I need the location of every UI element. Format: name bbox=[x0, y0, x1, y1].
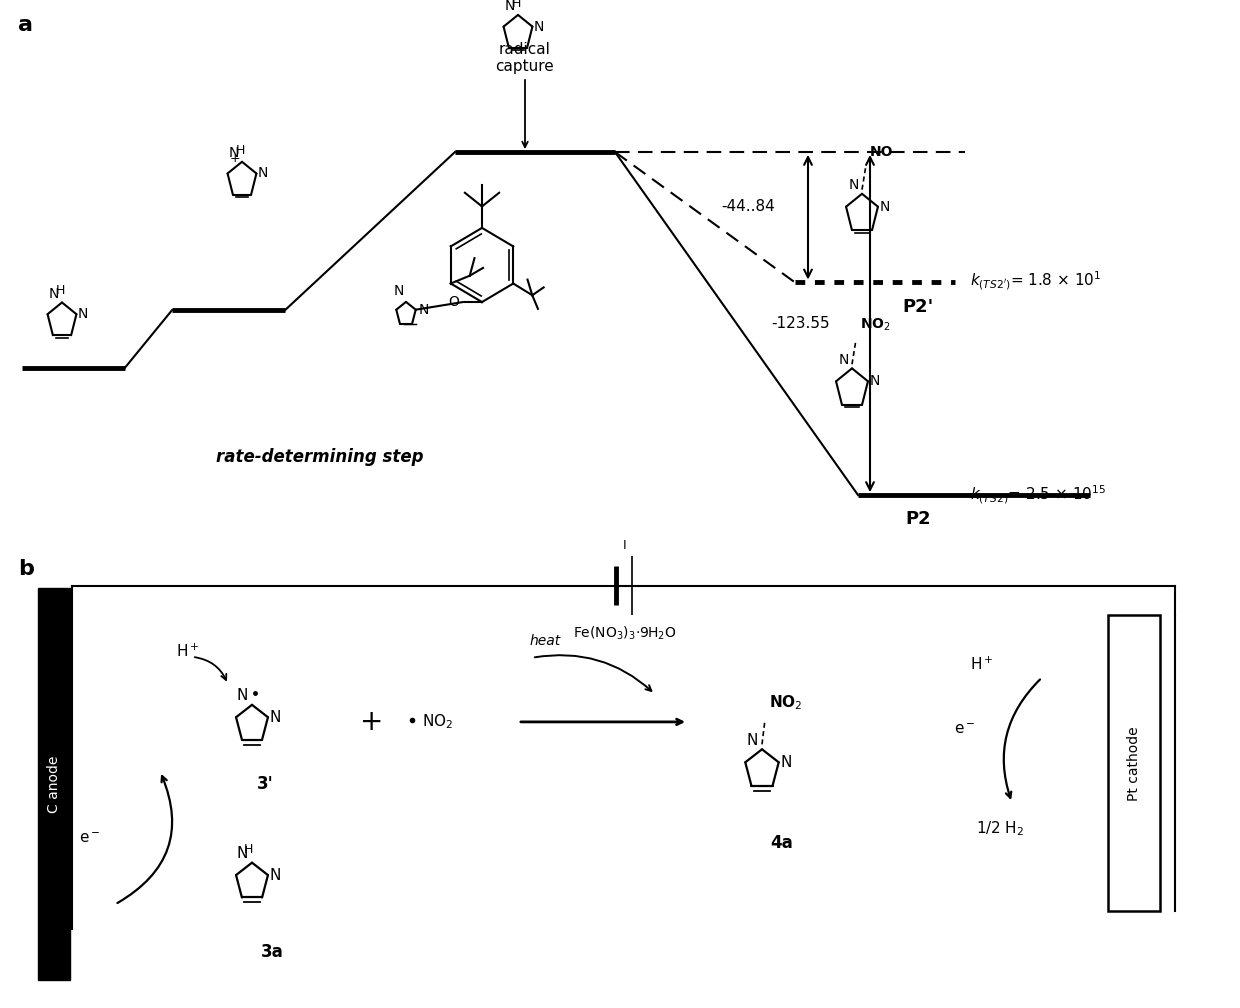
Text: +: + bbox=[229, 152, 241, 165]
Text: $k_{(TS2)}$= 2.5 × 10$^{15}$: $k_{(TS2)}$= 2.5 × 10$^{15}$ bbox=[970, 484, 1106, 506]
Text: e$^-$: e$^-$ bbox=[78, 831, 100, 846]
Text: C anode: C anode bbox=[47, 755, 61, 812]
Text: heat: heat bbox=[529, 634, 560, 648]
Text: H: H bbox=[56, 284, 64, 297]
Text: I: I bbox=[624, 539, 626, 552]
Text: N: N bbox=[48, 287, 60, 301]
Text: rate-determining step: rate-determining step bbox=[216, 448, 424, 466]
Text: -123.55: -123.55 bbox=[771, 317, 830, 331]
Text: Fe(NO$_3$)$_3$·9H$_2$O: Fe(NO$_3$)$_3$·9H$_2$O bbox=[573, 625, 677, 642]
Text: 1/2 H$_2$: 1/2 H$_2$ bbox=[976, 820, 1024, 838]
Text: H: H bbox=[511, 0, 521, 10]
Text: NO: NO bbox=[870, 145, 894, 159]
Text: N: N bbox=[746, 733, 758, 748]
Text: 3a: 3a bbox=[260, 942, 284, 961]
Text: NO$_2$: NO$_2$ bbox=[422, 713, 454, 731]
Text: N: N bbox=[228, 146, 239, 160]
Text: N: N bbox=[258, 166, 268, 180]
Text: N: N bbox=[237, 688, 248, 704]
Text: H$^+$: H$^+$ bbox=[970, 656, 993, 673]
Text: N: N bbox=[269, 868, 281, 883]
Text: NO$_2$: NO$_2$ bbox=[861, 318, 890, 334]
Text: N: N bbox=[869, 374, 880, 388]
Text: N: N bbox=[237, 846, 248, 861]
Text: 3': 3' bbox=[257, 775, 273, 793]
Text: N: N bbox=[419, 302, 429, 317]
Bar bbox=[1109, 615, 1159, 911]
Text: N: N bbox=[848, 178, 859, 193]
Text: -44..84: -44..84 bbox=[722, 200, 775, 215]
Text: radical
capture: radical capture bbox=[496, 41, 554, 74]
Text: e$^-$: e$^-$ bbox=[955, 723, 976, 737]
Text: Pt cathode: Pt cathode bbox=[1127, 726, 1141, 800]
Text: N: N bbox=[879, 200, 890, 214]
Text: N: N bbox=[780, 755, 792, 770]
Text: N: N bbox=[838, 353, 849, 367]
Text: N: N bbox=[78, 307, 88, 322]
Text: +: + bbox=[361, 708, 383, 736]
Text: 4a: 4a bbox=[770, 835, 794, 852]
Text: N: N bbox=[269, 710, 281, 725]
Text: O: O bbox=[449, 295, 459, 309]
Text: a: a bbox=[19, 15, 33, 35]
Text: N: N bbox=[393, 284, 404, 297]
Text: H$^+$: H$^+$ bbox=[176, 642, 200, 659]
Text: NO$_2$: NO$_2$ bbox=[769, 694, 802, 712]
Text: N: N bbox=[534, 19, 544, 33]
Text: $k_{(TS2')}$= 1.8 × 10$^{1}$: $k_{(TS2')}$= 1.8 × 10$^{1}$ bbox=[970, 269, 1101, 291]
Text: P2': P2' bbox=[903, 297, 934, 316]
Text: H: H bbox=[236, 144, 244, 156]
Bar bbox=[38, 588, 69, 981]
Text: b: b bbox=[19, 559, 33, 580]
Text: H: H bbox=[243, 844, 253, 857]
Text: P2: P2 bbox=[905, 510, 931, 528]
Text: N: N bbox=[505, 0, 515, 13]
